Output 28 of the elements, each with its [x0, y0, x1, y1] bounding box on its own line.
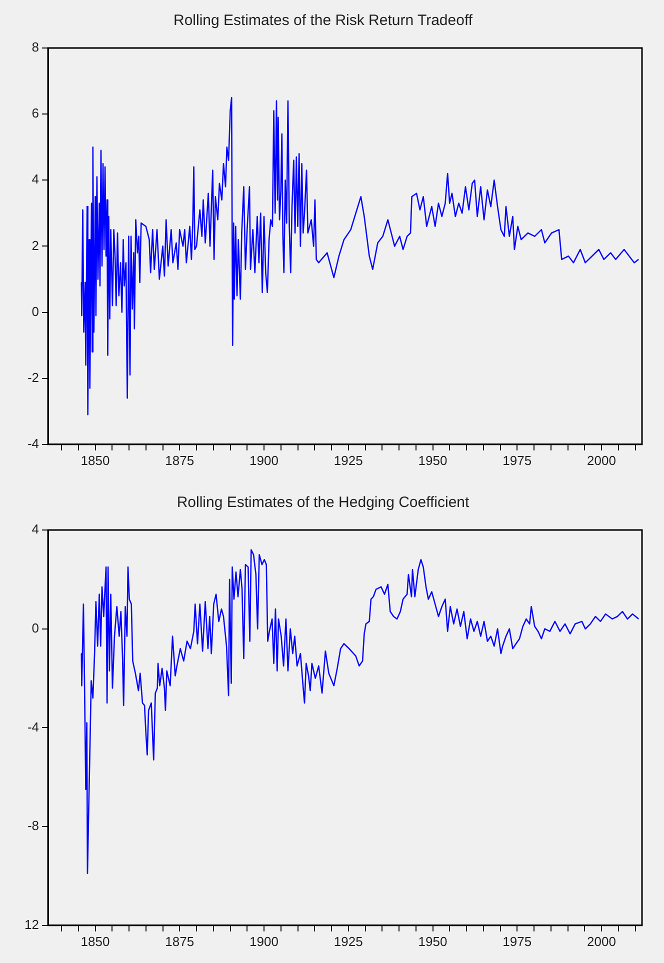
x-tick-label: 1850 — [80, 934, 110, 949]
x-tick-label: 1875 — [165, 452, 194, 468]
y-tick-label: -4 — [27, 719, 39, 734]
y-tick-label: 2 — [32, 238, 39, 253]
y-tick-label: 8 — [32, 40, 39, 55]
y-tick-label: 6 — [32, 106, 39, 121]
x-tick-label: 2000 — [587, 452, 616, 468]
x-tick-label: 1900 — [250, 452, 278, 468]
x-tick-label: 1875 — [165, 934, 194, 949]
y-tick-label: 0 — [32, 304, 39, 319]
x-tick-label: 1850 — [80, 452, 110, 468]
x-tick-label: 1900 — [250, 934, 278, 949]
y-tick-label: 0 — [32, 620, 39, 636]
y-tick-label: 12 — [24, 916, 39, 932]
x-tick-label: 1925 — [334, 934, 363, 949]
x-tick-label: 1925 — [334, 452, 363, 468]
chart-title: Rolling Estimates of the Risk Return Tradeoff — [173, 12, 474, 30]
x-tick-label: 2000 — [587, 934, 616, 949]
x-tick-label: 1975 — [502, 452, 532, 468]
y-tick-label: -8 — [27, 818, 39, 834]
y-tick-label: 4 — [32, 172, 39, 187]
y-tick-label: -4 — [27, 436, 39, 451]
x-tick-label: 1950 — [418, 452, 448, 468]
y-tick-label: 4 — [32, 522, 39, 537]
x-tick-label: 1975 — [502, 934, 532, 949]
x-tick-label: 1950 — [418, 934, 448, 949]
y-tick-label: -2 — [27, 370, 39, 385]
chart-title: Rolling Estimates of the Hedging Coefficient — [176, 494, 470, 512]
